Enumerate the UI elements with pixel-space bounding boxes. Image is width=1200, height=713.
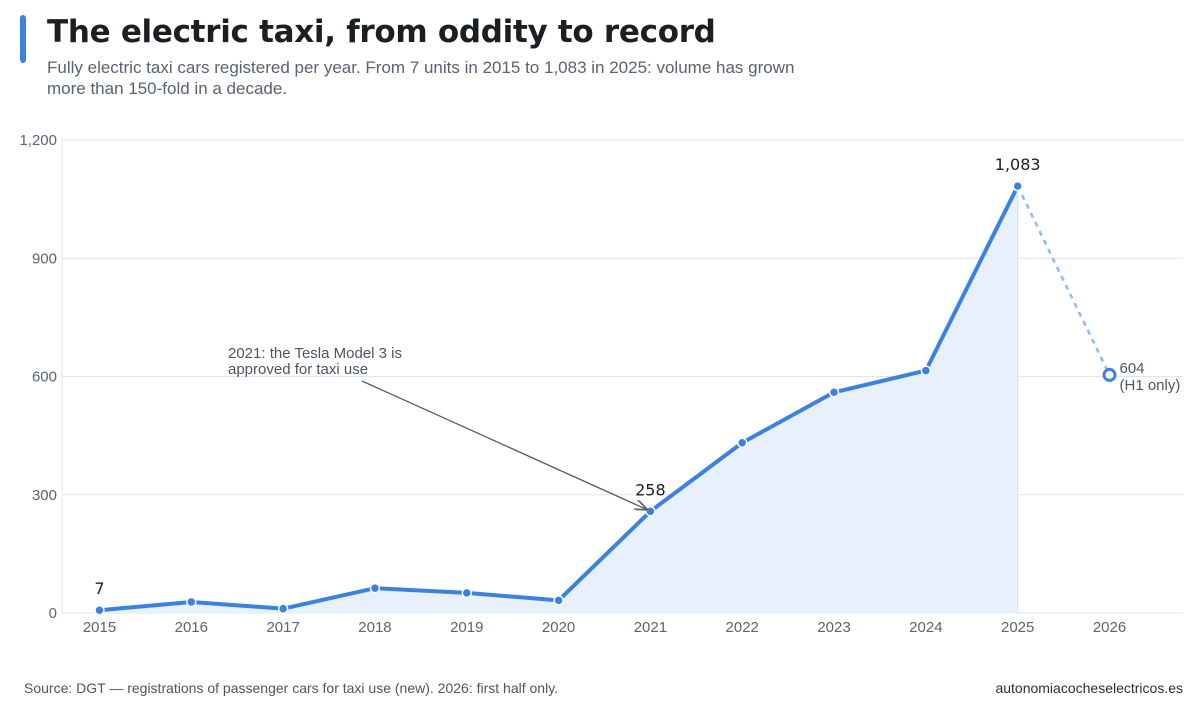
x-tick-label: 2017 [266,619,299,636]
accent-bar [20,15,26,63]
y-tick-label: 900 [32,250,57,267]
x-tick-label: 2020 [542,619,575,636]
data-point [645,506,656,517]
annotation-text: approved for taxi use [228,361,368,378]
data-point [461,587,473,599]
data-point [369,582,381,594]
x-tick-label: 2024 [909,619,942,636]
data-point-partial [1102,367,1117,382]
x-tick-label: 2021 [634,619,667,636]
x-tick-label: 2018 [358,619,391,636]
y-tick-label: 300 [32,487,57,504]
data-point [920,365,932,376]
data-point [828,387,840,398]
data-label-partial: 604 [1120,360,1145,377]
y-tick-label: 600 [32,369,57,386]
data-point [553,595,564,606]
x-tick-label: 2023 [817,619,850,636]
y-tick-label: 0 [49,605,57,622]
annotation-arrow [361,380,646,509]
source-note: Source: DGT — registrations of passenger… [24,680,559,696]
data-point [1012,180,1023,192]
partial-year-note: (H1 only) [1120,377,1181,394]
x-tick-label: 2019 [450,619,483,636]
data-label: 1,083 [995,155,1041,174]
area-fill [99,186,1018,613]
chart-title: The electric taxi, from oddity to record [47,14,716,50]
site-credit: autonomiacocheselectricos.es [995,680,1183,696]
x-tick-label: 2025 [1001,619,1034,636]
data-label: 7 [94,579,104,598]
chart-subtitle: Fully electric taxi cars registered per … [47,58,795,98]
data-point [94,604,105,616]
data-point [736,437,748,448]
x-tick-label: 2016 [175,619,208,636]
annotation-text: 2021: the Tesla Model 3 is [228,345,402,362]
x-tick-label: 2015 [83,619,116,636]
data-point [277,603,289,614]
x-tick-label: 2026 [1093,619,1126,636]
partial-year-line [1016,185,1111,376]
x-tick-label: 2022 [726,619,759,636]
data-label: 258 [635,480,666,499]
y-tick-label: 1,200 [19,132,57,149]
data-point [186,596,197,608]
